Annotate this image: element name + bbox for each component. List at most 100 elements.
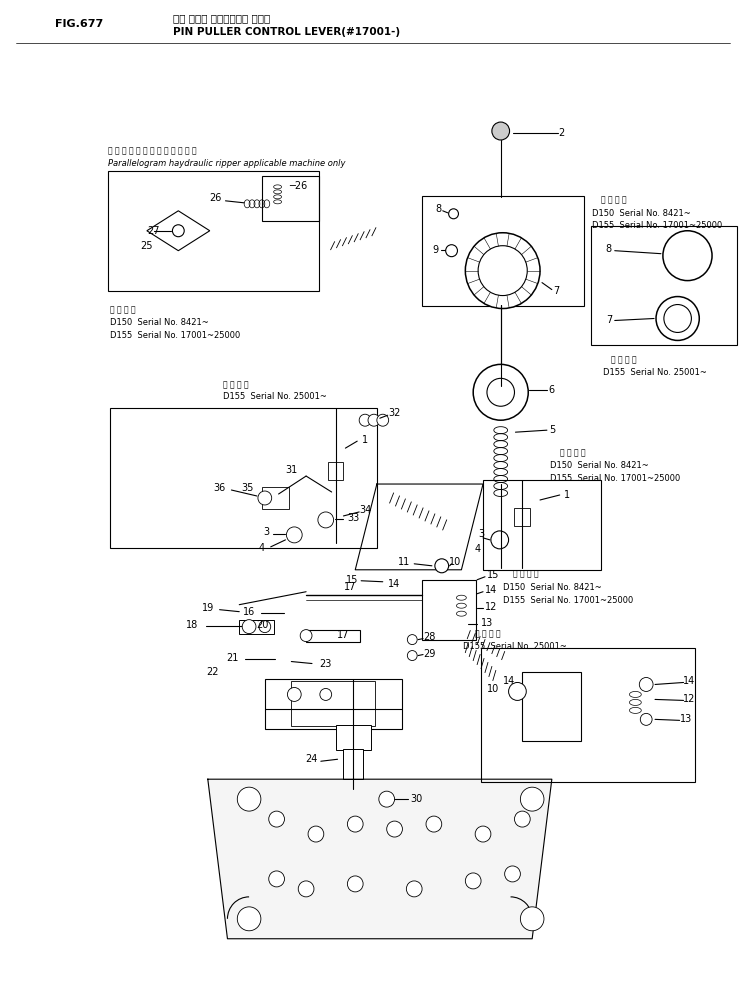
Bar [262, 176, 319, 221]
Text: D155  Serial No. 25001~: D155 Serial No. 25001~ [463, 642, 567, 650]
Circle shape [426, 816, 442, 832]
Text: 8: 8 [435, 204, 442, 214]
Text: 1: 1 [362, 436, 368, 446]
Text: 31: 31 [285, 465, 297, 475]
Text: 12: 12 [683, 694, 696, 705]
Text: 18: 18 [186, 620, 198, 630]
Text: 14: 14 [503, 676, 515, 686]
Text: 26: 26 [209, 193, 222, 203]
Text: D150  Serial No. 8421~: D150 Serial No. 8421~ [110, 319, 208, 328]
Circle shape [473, 364, 528, 420]
Circle shape [268, 871, 284, 887]
Text: D150  Serial No. 8421~: D150 Serial No. 8421~ [550, 461, 649, 470]
Text: 16: 16 [243, 607, 256, 617]
Bar [327, 462, 343, 480]
Text: 3: 3 [478, 529, 484, 539]
Text: 6: 6 [549, 385, 555, 395]
Circle shape [505, 866, 520, 882]
Text: 8: 8 [606, 244, 612, 253]
Text: 23: 23 [320, 658, 332, 668]
Text: 適 用 号 機: 適 用 号 機 [601, 196, 627, 205]
Text: 19: 19 [202, 603, 214, 613]
Text: FIG.677: FIG.677 [55, 20, 104, 30]
Circle shape [359, 414, 371, 426]
Polygon shape [208, 779, 552, 939]
Circle shape [377, 414, 389, 426]
Text: 5: 5 [549, 425, 555, 436]
Text: 24: 24 [305, 754, 318, 764]
Bar [522, 671, 581, 742]
Text: D155  Serial No. 25001~: D155 Serial No. 25001~ [222, 392, 327, 401]
Text: 2: 2 [559, 128, 565, 138]
Circle shape [664, 305, 692, 333]
Text: 10: 10 [449, 556, 462, 567]
Text: 29: 29 [423, 648, 435, 658]
Text: 9: 9 [432, 245, 439, 254]
Text: 14: 14 [683, 676, 696, 686]
Text: 13: 13 [481, 618, 493, 628]
Bar [422, 196, 584, 306]
Text: 14: 14 [485, 585, 497, 595]
Text: D155  Serial No. 17001~25000: D155 Serial No. 17001~25000 [110, 332, 240, 341]
Text: 36: 36 [213, 483, 226, 493]
Text: 15: 15 [487, 570, 499, 580]
Circle shape [640, 677, 653, 691]
Bar [291, 681, 375, 727]
Circle shape [287, 527, 302, 543]
Circle shape [656, 297, 699, 341]
Text: 適 用 号 機: 適 用 号 機 [559, 448, 585, 457]
Circle shape [242, 620, 256, 634]
Text: 適 用 号 機: 適 用 号 機 [222, 380, 248, 389]
Text: 33: 33 [347, 513, 359, 523]
Circle shape [379, 791, 395, 807]
Circle shape [640, 714, 652, 726]
Text: D150  Serial No. 8421~: D150 Serial No. 8421~ [503, 583, 602, 592]
Text: 22: 22 [206, 666, 219, 676]
Circle shape [368, 414, 380, 426]
Bar [591, 226, 736, 346]
Circle shape [318, 512, 333, 528]
Text: D150  Serial No. 8421~: D150 Serial No. 8421~ [592, 209, 691, 218]
Text: 17: 17 [344, 582, 357, 592]
Circle shape [663, 231, 712, 280]
Text: ─26: ─26 [289, 181, 308, 191]
Text: 適 用 号 機: 適 用 号 機 [110, 306, 135, 315]
Bar [422, 580, 476, 640]
Bar [483, 480, 601, 570]
Text: 1: 1 [563, 490, 569, 500]
Bar [107, 171, 319, 291]
Text: 17: 17 [337, 630, 349, 640]
Circle shape [476, 826, 491, 842]
Text: 4: 4 [475, 544, 481, 553]
Circle shape [478, 246, 527, 296]
Text: 10: 10 [487, 684, 499, 694]
Text: 適 用 号 機: 適 用 号 機 [476, 630, 500, 639]
Circle shape [268, 811, 284, 827]
Bar [262, 487, 290, 509]
Text: 28: 28 [423, 632, 435, 642]
Circle shape [448, 209, 458, 219]
Circle shape [515, 811, 530, 827]
Circle shape [466, 233, 540, 309]
Text: D155  Serial No. 25001~: D155 Serial No. 25001~ [603, 368, 707, 377]
Text: ピン プラー コントロール レバー: ピン プラー コントロール レバー [173, 13, 271, 24]
Text: 7: 7 [606, 316, 612, 326]
Text: D155  Serial No. 17001~25000: D155 Serial No. 17001~25000 [592, 221, 723, 230]
Text: 適 用 号 機: 適 用 号 機 [611, 355, 637, 364]
Circle shape [491, 531, 509, 548]
Bar [343, 749, 363, 779]
Text: D155  Serial No. 17001~25000: D155 Serial No. 17001~25000 [550, 474, 680, 483]
Text: 25: 25 [141, 241, 153, 250]
Circle shape [520, 907, 544, 931]
Circle shape [509, 682, 526, 700]
Circle shape [259, 621, 271, 633]
Text: 13: 13 [680, 715, 692, 725]
Text: 7: 7 [553, 285, 560, 296]
Circle shape [407, 881, 422, 897]
Text: 15: 15 [346, 575, 358, 585]
Text: 20: 20 [256, 620, 269, 630]
Bar [306, 630, 360, 642]
Text: 32: 32 [389, 408, 401, 418]
Text: 3: 3 [264, 527, 270, 537]
Text: 27: 27 [147, 226, 160, 236]
